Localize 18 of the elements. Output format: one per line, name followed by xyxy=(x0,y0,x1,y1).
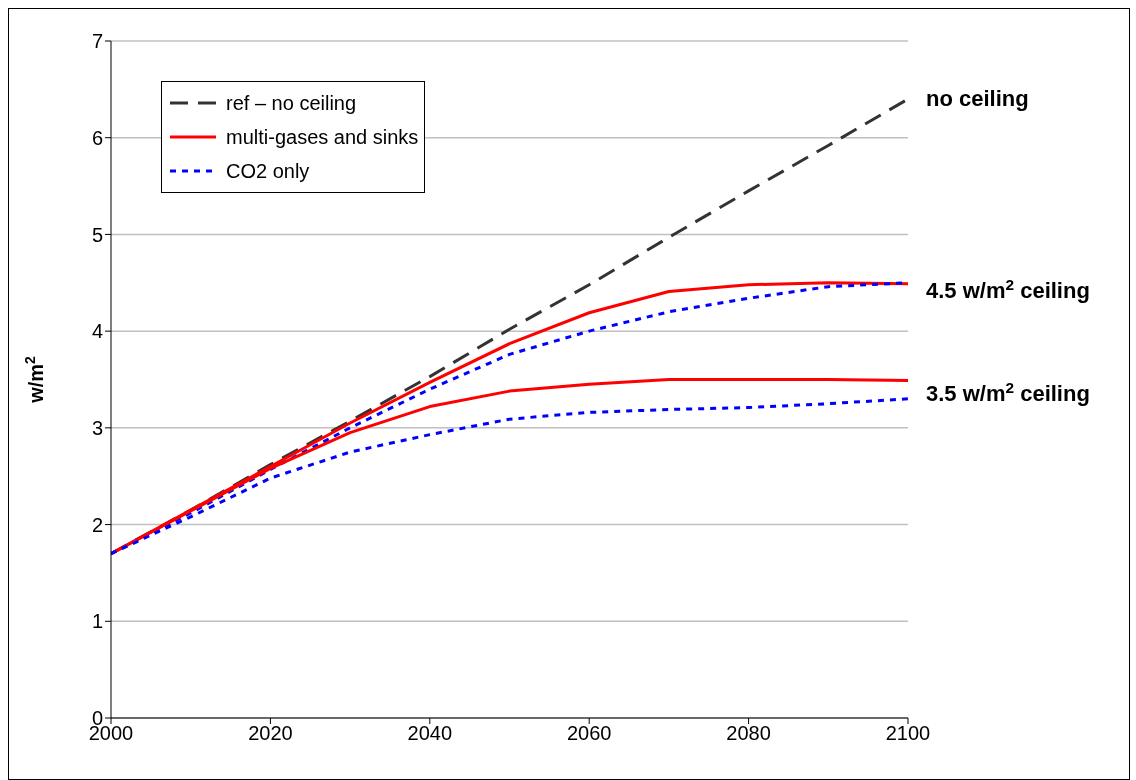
y-tick-label: 7 xyxy=(91,30,103,53)
x-tick-label: 2040 xyxy=(407,722,453,745)
x-tick-label: 2060 xyxy=(566,722,612,745)
y-tick-label: 1 xyxy=(91,610,103,633)
y-tick-label: 3 xyxy=(91,416,103,439)
text: 3.5 w/m$^{2}$ ceiling xyxy=(926,378,1090,406)
legend-label: ref – no ceiling xyxy=(226,91,357,115)
x-tick-label: 2080 xyxy=(726,722,771,745)
legend-label: CO2 only xyxy=(226,159,310,183)
y-tick-label: 5 xyxy=(91,223,103,246)
legend-label: multi-gases and sinks xyxy=(226,125,419,149)
x-tick-label: 2020 xyxy=(248,722,293,745)
text: 4.5 w/m$^{2}$ ceiling xyxy=(926,275,1090,303)
text: no ceiling xyxy=(926,86,1029,111)
y-tick-label: 2 xyxy=(91,513,103,536)
x-tick-label: 2100 xyxy=(885,722,931,745)
y-tick-label: 6 xyxy=(91,126,103,149)
y-tick-label: 4 xyxy=(91,320,103,343)
